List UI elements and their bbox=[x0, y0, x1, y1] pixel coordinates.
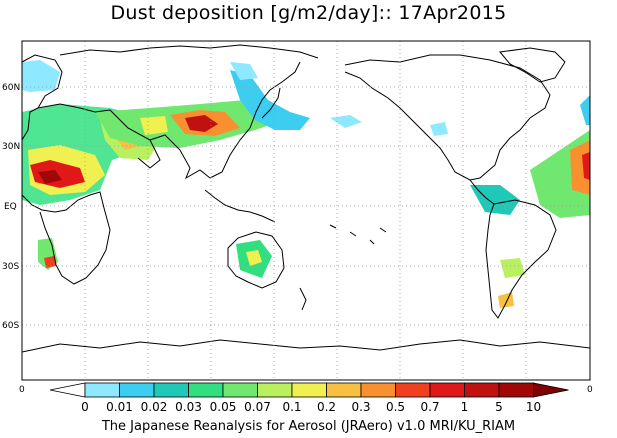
dust-shading bbox=[22, 60, 590, 308]
dust-n-america-small bbox=[430, 122, 448, 136]
colorbar-label: 0.1 bbox=[282, 400, 301, 414]
colorbar-swatch bbox=[429, 382, 465, 398]
colorbar-label: 0.05 bbox=[210, 400, 237, 414]
dust-sahara-west bbox=[38, 170, 62, 184]
dust-patagonia bbox=[498, 292, 514, 308]
lon-label-left: 0 bbox=[19, 385, 25, 395]
coast-central-america bbox=[469, 179, 495, 205]
colorbar-swatch bbox=[119, 382, 155, 398]
colorbar-label: 0.07 bbox=[244, 400, 271, 414]
colorbar-label: 0.3 bbox=[351, 400, 370, 414]
lat-label-eq: EQ bbox=[4, 202, 17, 212]
coast-north-america bbox=[344, 54, 551, 181]
colorbar-swatch bbox=[257, 382, 293, 398]
dust-caribbean bbox=[470, 185, 520, 215]
colorbar-label: 0.5 bbox=[386, 400, 405, 414]
colorbar-swatch bbox=[84, 382, 120, 398]
dust-atlantic-right-north bbox=[580, 95, 590, 125]
colorbar-left-arrow bbox=[49, 382, 86, 398]
coast-australia bbox=[227, 231, 285, 289]
coast-antarctica bbox=[22, 339, 590, 353]
colorbar: 0 0.01 0.02 0.03 0.05 0.07 0.1 0.2 0.3 0.5 0.7 1 5 10 bbox=[49, 382, 569, 414]
colorbar-label: 1 bbox=[461, 400, 469, 414]
colorbar-label: 0.02 bbox=[141, 400, 168, 414]
colorbar-swatch bbox=[188, 382, 224, 398]
dust-atlantic-right-core bbox=[570, 140, 590, 195]
colorbar-label: 0.01 bbox=[106, 400, 133, 414]
dust-atlantic-right-peak bbox=[582, 152, 590, 180]
colorbar-swatch bbox=[360, 382, 396, 398]
map-area bbox=[22, 41, 590, 380]
lat-label-30s: 30S bbox=[2, 262, 19, 272]
map-title: Dust deposition [g/m2/day]:: 17Apr2015 bbox=[110, 2, 507, 24]
lon-label-right: 0 bbox=[587, 385, 593, 395]
colorbar-label: 5 bbox=[495, 400, 503, 414]
dust-europe bbox=[22, 60, 60, 92]
dust-siberia bbox=[230, 62, 258, 80]
dust-asia-yellow bbox=[140, 116, 168, 135]
lat-label-60s: 60S bbox=[2, 321, 19, 331]
colorbar-right-arrow bbox=[533, 382, 569, 398]
colorbar-label: 0.2 bbox=[317, 400, 336, 414]
coast-new-zealand bbox=[299, 287, 307, 311]
colorbar-swatch bbox=[498, 382, 534, 398]
dust-pacific-plume bbox=[230, 70, 310, 130]
dust-asia-peak bbox=[185, 115, 218, 132]
dust-s-africa-core bbox=[44, 256, 56, 268]
coast-mediterranean bbox=[37, 103, 119, 119]
coast-europe-africa bbox=[22, 54, 111, 285]
colorbar-label: 10 bbox=[526, 400, 541, 414]
colorbar-swatch bbox=[395, 382, 431, 398]
map-frame bbox=[21, 40, 591, 381]
coast-siberia bbox=[59, 44, 319, 59]
colorbar-label: 0.03 bbox=[175, 400, 202, 414]
dust-australia-core bbox=[246, 250, 262, 266]
coastlines bbox=[22, 44, 590, 353]
lat-label-30n: 30N bbox=[2, 142, 20, 152]
lat-label-60n: 60N bbox=[2, 83, 20, 93]
colorbar-swatch bbox=[153, 382, 189, 398]
credit-line: The Japanese Reanalysis for Aerosol (JRA… bbox=[101, 419, 516, 434]
coast-arabia-india bbox=[117, 117, 211, 180]
coast-se-asia bbox=[204, 189, 276, 223]
coast-east-asia bbox=[209, 61, 301, 179]
colorbar-swatch bbox=[326, 382, 362, 398]
colorbar-swatch bbox=[222, 382, 258, 398]
dust-pacific-east bbox=[330, 115, 362, 128]
coast-greenland bbox=[499, 47, 566, 83]
coast-pacific-islands bbox=[329, 224, 387, 245]
latitude-labels: 60N 30N EQ 30S 60S bbox=[2, 83, 20, 331]
colorbar-swatch bbox=[291, 382, 327, 398]
colorbar-label: 0 bbox=[81, 400, 89, 414]
coast-south-america bbox=[485, 199, 557, 319]
dust-s-america bbox=[500, 258, 525, 278]
coast-japan bbox=[261, 87, 281, 119]
colorbar-label: 0.7 bbox=[420, 400, 439, 414]
colorbar-swatch bbox=[464, 382, 500, 398]
graticule bbox=[22, 41, 590, 380]
